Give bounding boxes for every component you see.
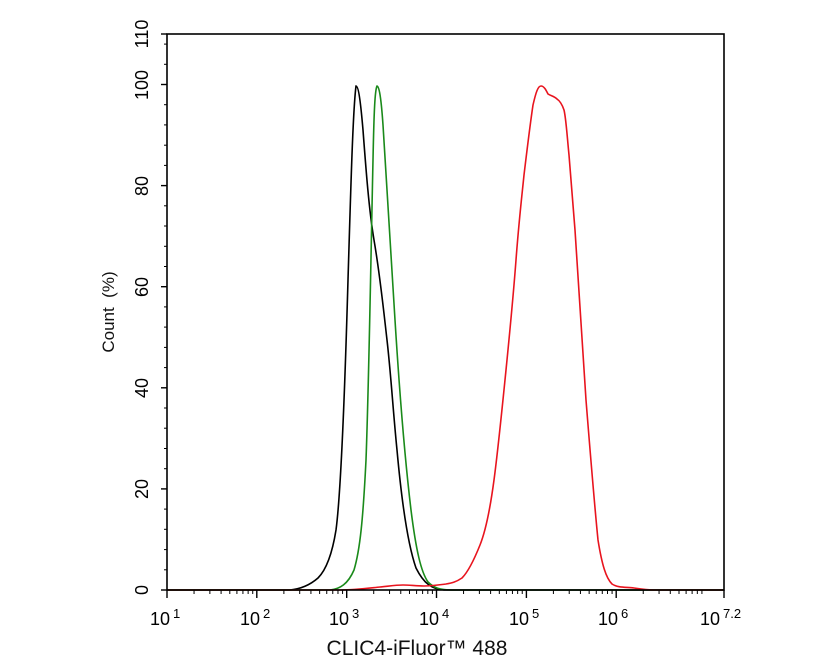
x-tick-5: 10 5 — [509, 606, 539, 629]
y-axis-title: Count (%) — [99, 271, 118, 352]
y-tick-20: 20 — [132, 479, 152, 499]
y-tick-80: 80 — [132, 176, 152, 196]
y-tick-0: 0 — [132, 585, 152, 595]
series-green-isotype — [167, 85, 724, 591]
series-black-control — [167, 85, 724, 591]
x-tick-2: 10 2 — [240, 606, 270, 629]
y-tick-110: 110 — [132, 20, 152, 49]
y-tick-labels: 0 20 40 60 80 100 110 — [132, 20, 152, 595]
x-tick-1: 10 1 — [150, 606, 180, 629]
y-tick-60: 60 — [132, 277, 152, 297]
x-axis — [166, 590, 725, 598]
y-axis — [161, 33, 167, 591]
y-tick-40: 40 — [132, 378, 152, 398]
plot-frame — [166, 33, 725, 591]
x-tick-3: 10 3 — [329, 606, 359, 629]
x-tick-6: 10 6 — [598, 606, 628, 629]
x-tick-7-2: 10 7.2 — [700, 606, 741, 629]
x-tick-4: 10 4 — [419, 606, 449, 629]
x-tick-labels: 10 1 10 2 10 3 10 4 10 5 10 6 10 7.2 — [150, 606, 741, 629]
x-axis-title: CLIC4-iFluor™ 488 — [327, 637, 508, 660]
plot-area — [167, 85, 724, 591]
series-red-clic4 — [167, 85, 724, 591]
y-tick-100: 100 — [132, 70, 152, 100]
